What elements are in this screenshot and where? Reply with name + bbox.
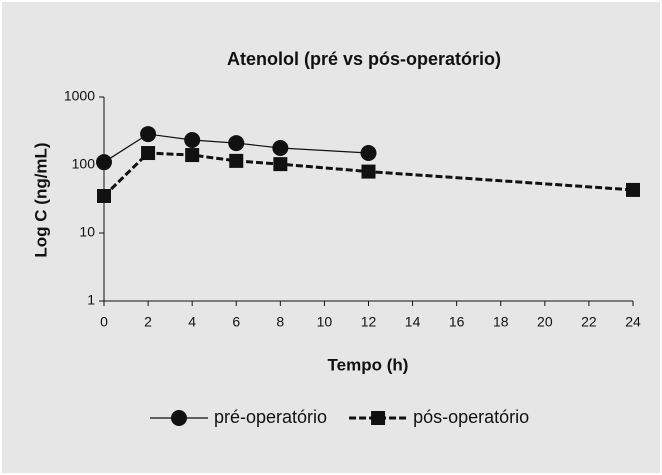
data-point bbox=[185, 148, 200, 163]
data-point bbox=[140, 126, 157, 143]
data-point bbox=[272, 139, 289, 156]
y-tick-label: 1000 bbox=[64, 88, 95, 104]
data-point bbox=[626, 182, 640, 197]
x-tick-label: 22 bbox=[581, 314, 597, 330]
x-tick-label: 4 bbox=[188, 314, 196, 330]
y-tick-label: 100 bbox=[72, 156, 96, 172]
x-tick-label: 6 bbox=[232, 314, 240, 330]
y-tick-label: 1 bbox=[87, 292, 95, 308]
x-tick-label: 24 bbox=[625, 314, 641, 330]
x-axis-label: Tempo (h) bbox=[328, 355, 409, 374]
data-point bbox=[361, 164, 376, 179]
x-tick-label: 8 bbox=[276, 314, 284, 330]
series-line bbox=[103, 133, 369, 163]
data-point bbox=[184, 132, 201, 149]
data-point bbox=[96, 154, 112, 171]
x-tick-label: 20 bbox=[537, 314, 553, 330]
y-tick-label: 10 bbox=[79, 224, 95, 240]
x-tick-label: 10 bbox=[317, 314, 333, 330]
data-point bbox=[360, 145, 377, 162]
legend-label: pré-operatório bbox=[214, 407, 327, 427]
data-point bbox=[229, 153, 244, 168]
legend-marker bbox=[371, 411, 386, 425]
data-point bbox=[141, 146, 156, 161]
x-tick-label: 2 bbox=[144, 314, 152, 330]
legend-marker bbox=[171, 410, 187, 426]
x-tick-label: 0 bbox=[100, 314, 108, 330]
x-tick-label: 16 bbox=[449, 314, 465, 330]
chart-title: Atenolol (pré vs pós-operatório) bbox=[227, 49, 501, 69]
data-point bbox=[273, 157, 288, 172]
legend-label: pós-operatório bbox=[413, 407, 529, 427]
y-axis-label: Log C (ng/mL) bbox=[31, 142, 50, 257]
x-tick-label: 14 bbox=[405, 314, 421, 330]
data-point bbox=[228, 135, 245, 152]
x-tick-label: 18 bbox=[493, 314, 509, 330]
data-point bbox=[97, 189, 111, 204]
x-tick-label: 12 bbox=[361, 314, 377, 330]
